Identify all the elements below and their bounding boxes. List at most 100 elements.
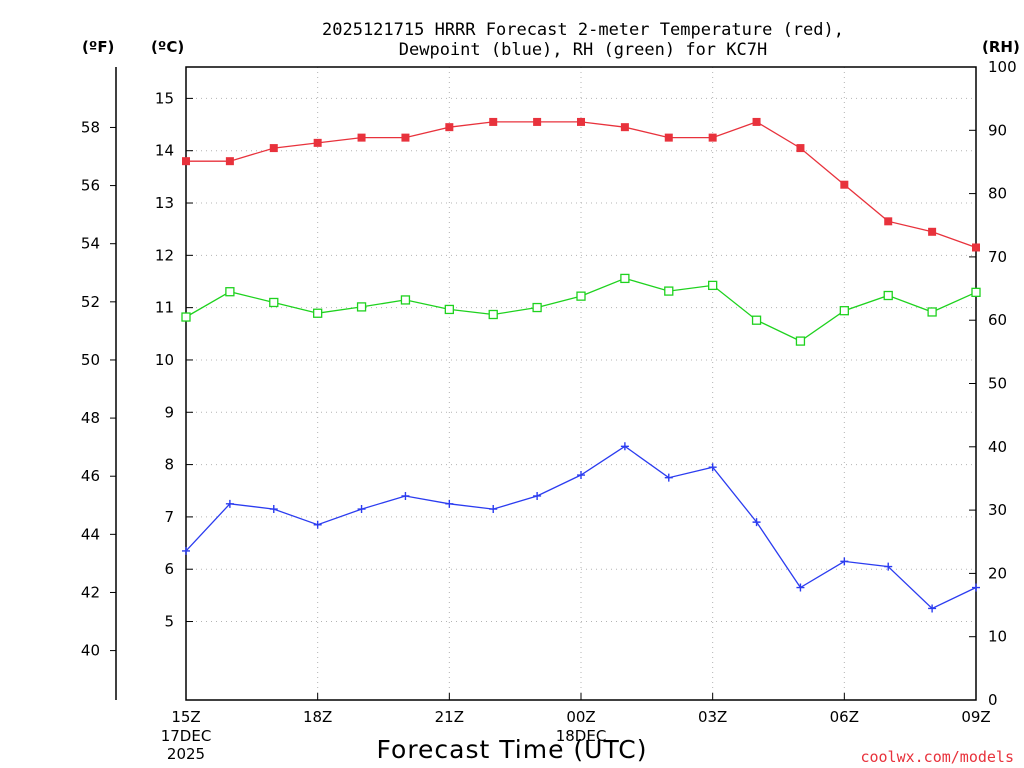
dewpoint-point bbox=[182, 546, 190, 555]
celsius-tick-label: 14 bbox=[155, 142, 174, 160]
fahrenheit-tick-label: 40 bbox=[81, 642, 100, 660]
rh-point bbox=[971, 287, 981, 297]
rh-point bbox=[795, 336, 806, 346]
celsius-tick-label: 5 bbox=[164, 613, 174, 631]
rh-point bbox=[751, 315, 762, 325]
rh-point bbox=[883, 290, 893, 301]
celsius-tick-label: 12 bbox=[155, 246, 174, 264]
rh-tick-label: 90 bbox=[988, 121, 1007, 139]
rh-point bbox=[488, 309, 498, 320]
celsius-tick-label: 10 bbox=[155, 351, 174, 369]
credit-link[interactable]: coolwx.com/models bbox=[860, 748, 1014, 766]
rh-point bbox=[532, 302, 542, 313]
rh-point bbox=[181, 312, 191, 322]
rh-point bbox=[664, 286, 674, 296]
dewpoint-point bbox=[884, 562, 893, 571]
temperature-point bbox=[401, 133, 410, 142]
rh-tick-label: 10 bbox=[988, 628, 1007, 646]
dewpoint-point bbox=[796, 583, 805, 592]
celsius-axis-label: (ºC) bbox=[151, 38, 184, 56]
fahrenheit-tick-label: 54 bbox=[81, 235, 100, 253]
x-tick-label: 09Z bbox=[961, 708, 990, 726]
rh-point bbox=[444, 304, 454, 315]
rh-tick-label: 80 bbox=[988, 185, 1007, 203]
rh-point bbox=[839, 306, 849, 316]
rh-point bbox=[356, 302, 367, 312]
fahrenheit-tick-label: 56 bbox=[81, 177, 100, 195]
temperature-point bbox=[225, 157, 234, 166]
temperature-point bbox=[708, 133, 717, 142]
fahrenheit-tick-label: 42 bbox=[81, 583, 100, 601]
rh-axis-label: (RH) bbox=[982, 38, 1020, 56]
rh-point bbox=[620, 273, 630, 284]
temperature-point bbox=[620, 123, 629, 132]
fahrenheit-axis-label: (ºF) bbox=[82, 38, 114, 56]
celsius-tick-label: 8 bbox=[164, 456, 174, 474]
axes bbox=[110, 66, 977, 701]
dewpoint-point bbox=[577, 471, 585, 480]
dewpoint-point bbox=[225, 499, 234, 508]
fahrenheit-tick-label: 44 bbox=[81, 525, 100, 543]
rh-point bbox=[269, 297, 279, 308]
temperature-point bbox=[972, 243, 980, 252]
rh-point bbox=[576, 291, 586, 301]
temperature-point bbox=[796, 144, 805, 153]
chart-title-line2: Dewpoint (blue), RH (green) for KC7H bbox=[399, 40, 767, 60]
fahrenheit-tick-label: 58 bbox=[81, 118, 100, 136]
x-tick-label: 03Z bbox=[698, 708, 727, 726]
dewpoint-point bbox=[533, 491, 542, 500]
temperature-point bbox=[577, 117, 585, 126]
dewpoint-point bbox=[840, 557, 849, 566]
fahrenheit-tick-label: 52 bbox=[81, 293, 100, 311]
x-tick-label: 21Z bbox=[435, 708, 464, 726]
temperature-point bbox=[928, 227, 937, 236]
dewpoint-point bbox=[664, 473, 673, 482]
dewpoint-point bbox=[357, 505, 366, 514]
rh-point bbox=[225, 287, 235, 297]
chart-title-line1: 2025121715 HRRR Forecast 2-meter Tempera… bbox=[322, 20, 844, 40]
celsius-tick-label: 13 bbox=[155, 194, 174, 212]
x-tick-year: 2025 bbox=[167, 745, 205, 763]
x-tick-date: 18DEC bbox=[556, 727, 607, 745]
celsius-tick-label: 9 bbox=[164, 403, 174, 421]
temperature-point bbox=[313, 138, 322, 147]
dewpoint-point bbox=[928, 604, 937, 613]
rh-tick-label: 100 bbox=[988, 58, 1017, 76]
rh-point bbox=[400, 295, 411, 305]
dewpoint-point bbox=[752, 518, 761, 527]
rh-point bbox=[313, 308, 323, 318]
temperature-point bbox=[752, 117, 761, 126]
rh-tick-label: 0 bbox=[988, 691, 998, 709]
celsius-tick-label: 7 bbox=[164, 508, 174, 526]
x-tick-label: 18Z bbox=[303, 708, 332, 726]
temperature-point bbox=[269, 144, 278, 153]
plot-frame bbox=[185, 66, 977, 701]
rh-tick-label: 60 bbox=[988, 311, 1007, 329]
temperature-point bbox=[489, 117, 498, 126]
rh-tick-label: 70 bbox=[988, 248, 1007, 266]
x-tick-date: 17DEC bbox=[161, 727, 212, 745]
rh-tick-label: 50 bbox=[988, 375, 1007, 393]
gridlines bbox=[186, 67, 976, 700]
temperature-point bbox=[357, 133, 366, 142]
temperature-line bbox=[186, 121, 977, 249]
dewpoint-point bbox=[489, 505, 498, 514]
x-axis-title: Forecast Time (UTC) bbox=[377, 735, 648, 764]
x-tick-label: 00Z bbox=[566, 708, 595, 726]
temperature-point bbox=[664, 133, 673, 142]
temperature-point bbox=[840, 180, 849, 189]
x-tick-label: 06Z bbox=[830, 708, 859, 726]
rh-point bbox=[708, 280, 718, 291]
dewpoint-point bbox=[445, 499, 454, 508]
temperature-point bbox=[182, 157, 190, 166]
celsius-tick-label: 15 bbox=[155, 89, 174, 107]
dewpoint-point bbox=[972, 583, 980, 592]
fahrenheit-tick-label: 46 bbox=[81, 467, 100, 485]
temperature-point bbox=[533, 117, 542, 126]
rh-tick-label: 30 bbox=[988, 501, 1007, 519]
temperature-point bbox=[445, 123, 454, 132]
fahrenheit-tick-label: 48 bbox=[81, 409, 100, 427]
tick-labels: 5678910111213141540424446485052545658010… bbox=[81, 58, 1017, 763]
dewpoint-point bbox=[708, 463, 717, 472]
